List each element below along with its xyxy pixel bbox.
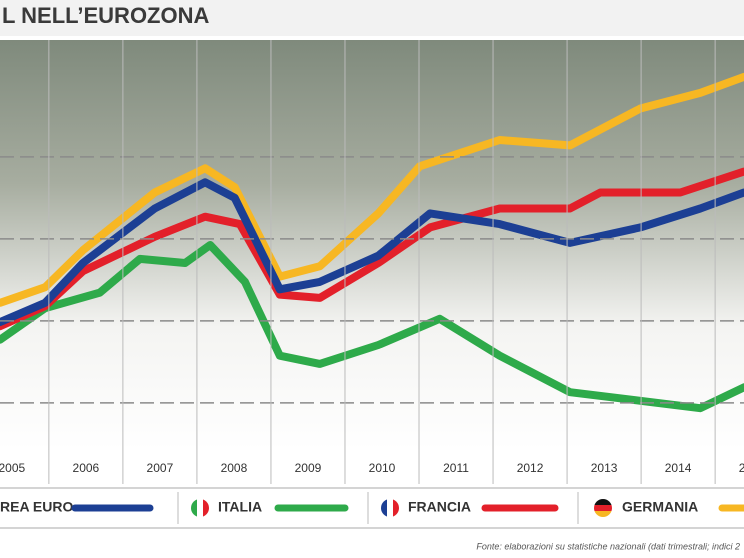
legend-flag (191, 499, 197, 517)
axis-band (0, 452, 744, 484)
x-tick-label: 2007 (147, 461, 174, 475)
x-tick-label: 2013 (591, 461, 618, 475)
series-line (0, 72, 744, 307)
legend-label: GERMANIA (622, 499, 698, 515)
legend-flag (594, 499, 612, 505)
x-tick-label: 2015 (739, 461, 744, 475)
x-tick-label: 2014 (665, 461, 692, 475)
source-note: Fonte: elaborazioni su statistiche nazio… (476, 541, 740, 551)
legend-flag (197, 499, 203, 517)
legend-label: REA EURO (0, 499, 73, 515)
legend-label: FRANCIA (408, 499, 471, 515)
x-tick-label: 2008 (221, 461, 248, 475)
legend-flag (393, 499, 399, 517)
x-tick-label: 2011 (443, 461, 469, 475)
legend-flag (594, 505, 612, 511)
series-line (0, 167, 744, 331)
x-tick-label: 2012 (517, 461, 544, 475)
photo-background (0, 40, 744, 450)
series-line (0, 241, 744, 413)
x-tick-label: 2006 (73, 461, 100, 475)
legend-flag (203, 499, 209, 517)
x-tick-label: 2009 (295, 461, 322, 475)
x-tick-label: 2010 (369, 461, 396, 475)
legend-label: ITALIA (218, 499, 262, 515)
legend-flag (381, 499, 387, 517)
series-line (0, 178, 744, 327)
chart-title: L NELL’EUROZONA (2, 3, 209, 28)
legend-flag (594, 511, 612, 517)
title-gap (0, 36, 744, 40)
title-band (0, 0, 744, 36)
x-tick-label: 2005 (0, 461, 26, 475)
legend-flag (387, 499, 393, 517)
